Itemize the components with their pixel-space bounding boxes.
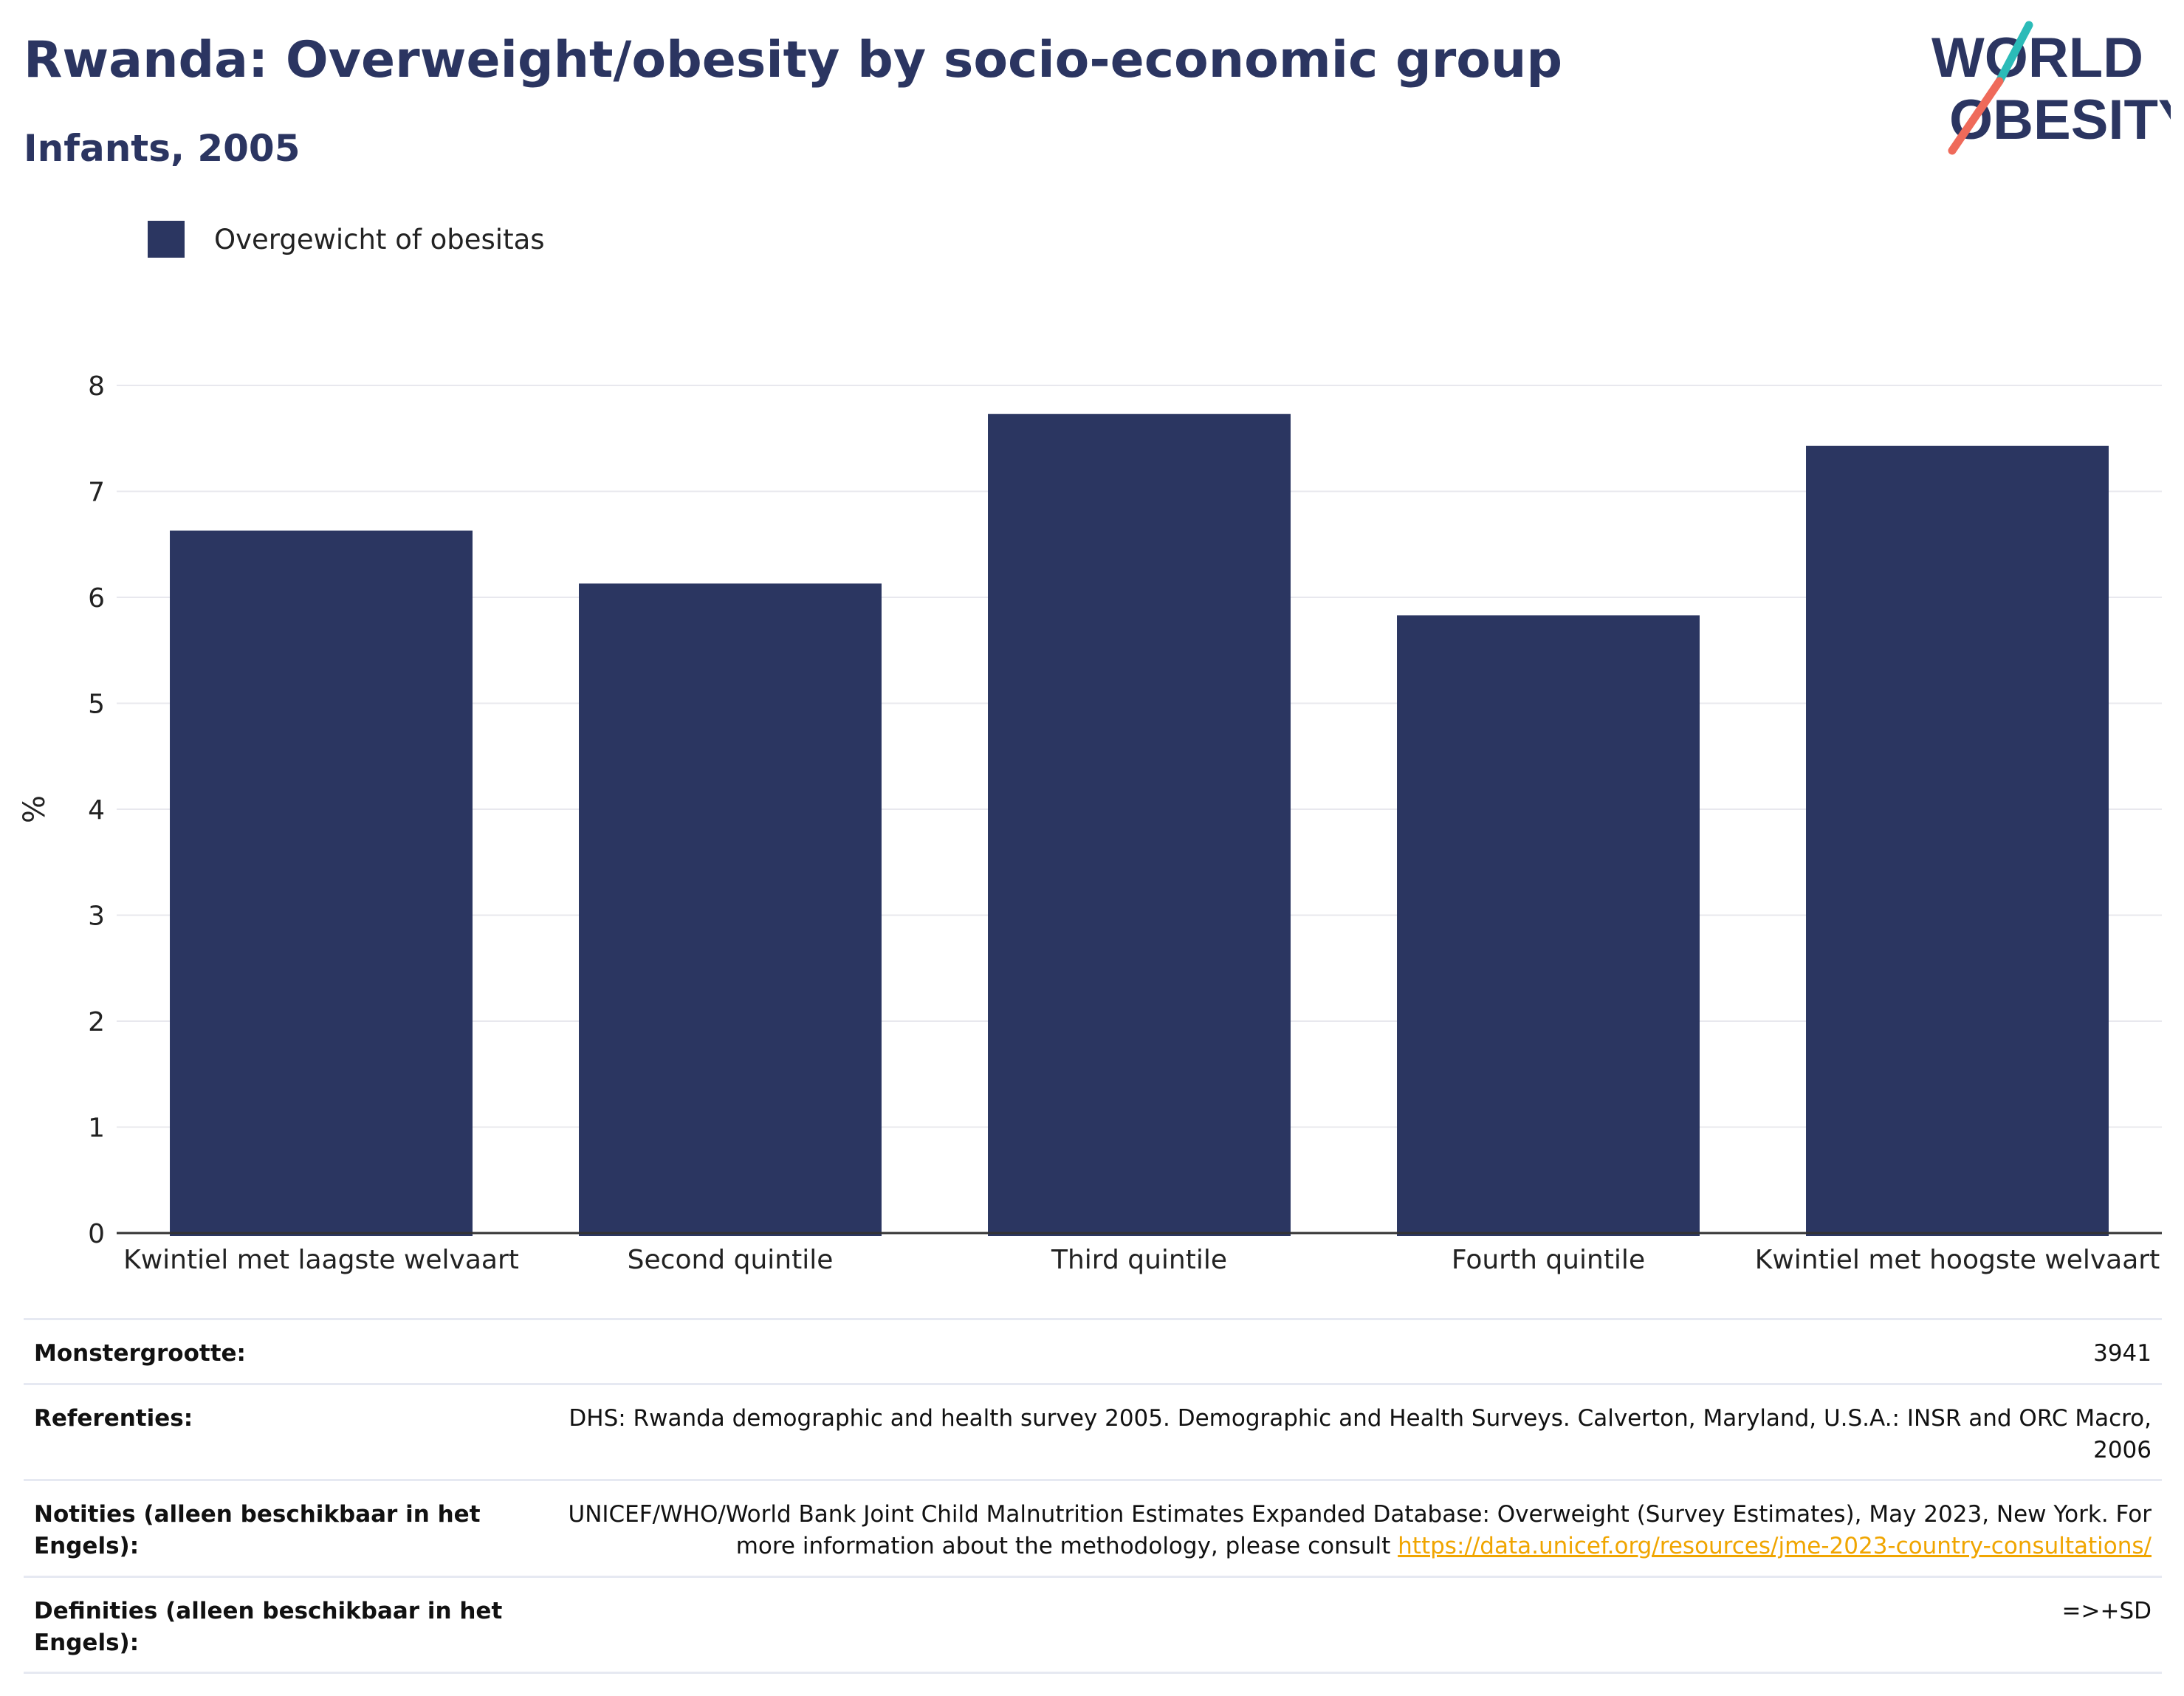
world-obesity-logo[interactable]: WORLD OBESITY [1920, 21, 2171, 157]
chart-subtitle: Infants, 2005 [24, 127, 301, 170]
bar [988, 413, 1291, 1236]
y-tick-label: 8 [88, 371, 105, 402]
logo-slash-top [1995, 21, 2033, 86]
legend-label: Overgewicht of obesitas [214, 223, 545, 255]
bar [170, 530, 473, 1236]
x-tick-label: Kwintiel met hoogste welvaart [1755, 1245, 2160, 1275]
logo-slash-bottom [1948, 77, 2004, 155]
bar [1806, 445, 2109, 1237]
y-tick-label: 1 [88, 1113, 105, 1144]
meta-row-notes: Notities (alleen beschikbaar in het Enge… [24, 1479, 2162, 1577]
meta-row-definitions: Definities (alleen beschikbaar in het En… [24, 1575, 2162, 1675]
x-tick-label: Fourth quintile [1452, 1245, 1645, 1275]
meta-label: Notities (alleen beschikbaar in het Enge… [24, 1479, 517, 1577]
meta-label: Referenties: [24, 1382, 517, 1480]
chart-title: Rwanda: Overweight/obesity by socio-econ… [24, 31, 1563, 89]
meta-label: Monstergrootte: [24, 1318, 517, 1384]
x-tick-label: Third quintile [1051, 1245, 1227, 1275]
metadata-table: Monstergrootte: 3941 Referenties: DHS: R… [24, 1318, 2162, 1675]
logo-text-world: WORLD [1931, 27, 2143, 89]
bar [1397, 615, 1700, 1236]
y-tick-label: 5 [88, 690, 105, 720]
methodology-link[interactable]: https://data.unicef.org/resources/jme-20… [1398, 1533, 2152, 1560]
meta-value: =>+SD [517, 1575, 2162, 1675]
y-tick-label: 3 [88, 902, 105, 932]
meta-value: 3941 [517, 1318, 2162, 1384]
y-tick-label: 4 [88, 795, 105, 825]
chart-legend[interactable]: Overgewicht of obesitas [148, 220, 545, 258]
x-tick-label: Kwintiel met laagste welvaart [123, 1245, 519, 1275]
meta-value: UNICEF/WHO/World Bank Joint Child Malnut… [517, 1479, 2162, 1577]
notes-text: UNICEF/WHO/World Bank Joint Child Malnut… [568, 1501, 2152, 1560]
meta-label: Definities (alleen beschikbaar in het En… [24, 1575, 517, 1675]
y-tick-label: 6 [88, 583, 105, 614]
x-tick-label: Second quintile [628, 1245, 834, 1275]
bar [579, 583, 882, 1236]
y-tick-label: 7 [88, 478, 105, 508]
y-tick-label: 2 [88, 1007, 105, 1037]
legend-swatch [148, 221, 185, 258]
y-tick-label: 0 [88, 1219, 105, 1249]
bar-chart: 0 1 2 3 4 5 6 7 8% Kwintiel met laagste welvaart S… [18, 371, 2162, 1275]
y-axis-title: % [18, 795, 52, 823]
meta-value: DHS: Rwanda demographic and health surve… [517, 1382, 2162, 1480]
meta-row-sample-size: Monstergrootte: 3941 [24, 1318, 2162, 1384]
meta-row-references: Referenties: DHS: Rwanda demographic and… [24, 1382, 2162, 1480]
